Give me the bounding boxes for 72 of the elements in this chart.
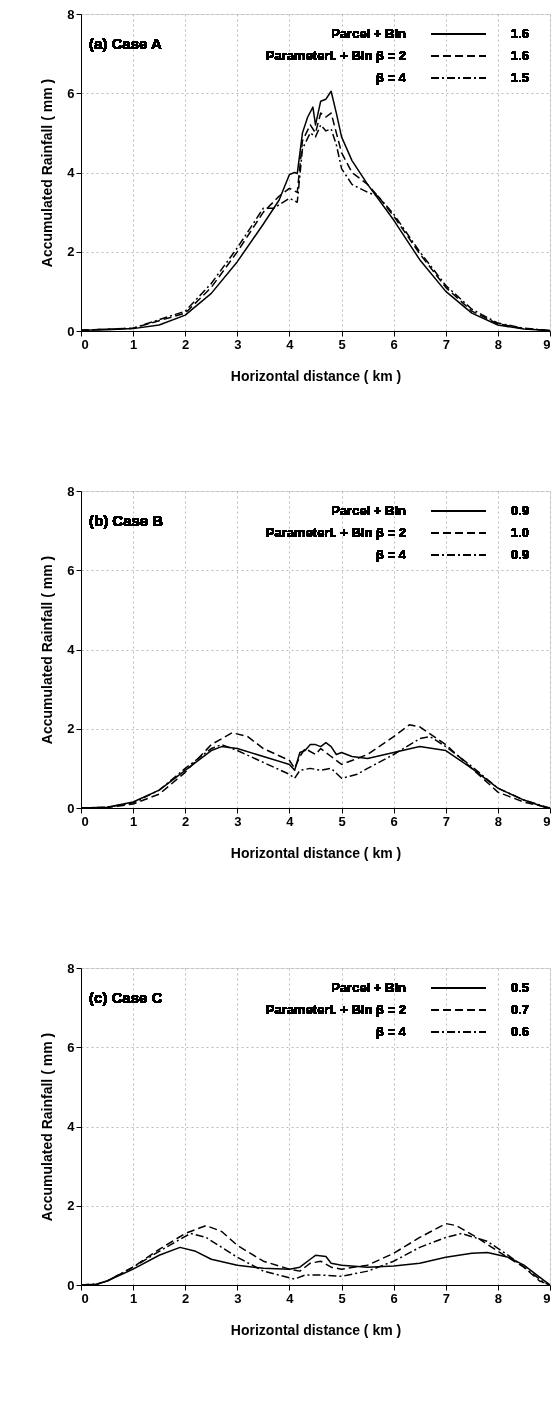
text: (b) Case B	[89, 512, 164, 529]
annotation: 1.0	[510, 525, 529, 540]
legend-label: β = 4	[376, 1024, 407, 1039]
x-tick-label: 2	[182, 813, 190, 829]
legend-label: β = 4	[376, 70, 407, 85]
x-tick-label: 8	[494, 813, 503, 829]
annotation: 0.5	[510, 980, 529, 995]
x-tick-label: 4	[286, 336, 295, 352]
x-tick-label: 5	[338, 1290, 346, 1306]
y-axis-title: Accumulated Rainfall ( mm )	[39, 1032, 56, 1222]
text: (a) Case A	[89, 35, 162, 52]
y-axis-title: Accumulated Rainfall ( mm )	[39, 555, 56, 745]
legend-label: Parcel + Bin	[331, 980, 407, 995]
y-tick-label: 4	[67, 642, 76, 657]
x-tick-label: 8	[494, 336, 503, 352]
annotation: 0.9	[510, 547, 529, 562]
annotation: 0.9	[510, 503, 529, 518]
legend-label: β = 4	[376, 547, 407, 562]
x-tick-label: 1	[129, 336, 138, 352]
x-tick-label: 1	[129, 1290, 138, 1306]
y-tick-label: 2	[67, 1198, 75, 1214]
y-tick-label: 8	[67, 483, 75, 499]
x-tick-label: 7	[442, 813, 450, 829]
y-tick-label: 6	[67, 85, 75, 101]
x-tick-label: 6	[390, 1290, 398, 1306]
y-tick-label: 4	[67, 165, 76, 180]
x-tick-label: 4	[286, 1290, 295, 1306]
x-tick-label: 2	[182, 336, 190, 352]
x-axis-title: Horizontal distance ( km )	[230, 367, 402, 384]
x-tick-label: 3	[234, 336, 242, 352]
x-tick-label: 0	[81, 1290, 89, 1306]
annotation: 1.6	[510, 26, 529, 41]
x-tick-label: 2	[182, 1290, 190, 1306]
text: (c) Case C	[89, 989, 163, 1006]
x-tick-label: 6	[390, 813, 398, 829]
x-tick-label: 7	[442, 336, 450, 352]
x-tick-label: 9	[543, 1290, 551, 1306]
annotation: 1.5	[510, 70, 529, 85]
annotation: 1.6	[510, 48, 529, 63]
y-tick-label: 2	[67, 244, 75, 260]
legend-label: Parameteri. + Bin β = 2	[265, 48, 406, 63]
x-axis-title: Horizontal distance ( km )	[230, 844, 402, 861]
x-tick-label: 0	[81, 336, 89, 352]
x-tick-label: 8	[494, 1290, 503, 1306]
legend-label: Parameteri. + Bin β = 2	[265, 1002, 406, 1017]
y-tick-label: 0	[67, 323, 75, 339]
y-tick-label: 0	[67, 800, 75, 816]
y-tick-label: 4	[67, 1119, 76, 1134]
y-tick-label: 2	[67, 721, 75, 737]
y-tick-label: 6	[67, 1039, 75, 1055]
x-tick-label: 3	[234, 1290, 242, 1306]
y-tick-label: 0	[67, 1277, 75, 1293]
x-tick-label: 4	[286, 813, 295, 829]
x-tick-label: 5	[338, 336, 346, 352]
x-tick-label: 1	[129, 813, 138, 829]
x-tick-label: 3	[234, 813, 242, 829]
x-tick-label: 7	[442, 1290, 450, 1306]
annotation: 0.6	[510, 1024, 529, 1039]
x-tick-label: 9	[543, 813, 551, 829]
legend-label: Parameteri. + Bin β = 2	[265, 525, 406, 540]
x-tick-label: 5	[338, 813, 346, 829]
y-tick-label: 6	[67, 562, 75, 578]
x-axis-title: Horizontal distance ( km )	[230, 1321, 402, 1338]
x-tick-label: 6	[390, 336, 398, 352]
x-tick-label: 0	[81, 813, 89, 829]
y-tick-label: 8	[67, 960, 75, 976]
y-axis-title: Accumulated Rainfall ( mm )	[39, 78, 56, 268]
legend-label: Parcel + Bin	[331, 26, 407, 41]
y-tick-label: 8	[67, 6, 75, 22]
legend-label: Parcel + Bin	[331, 503, 407, 518]
x-tick-label: 9	[543, 336, 551, 352]
annotation: 0.7	[510, 1002, 529, 1017]
